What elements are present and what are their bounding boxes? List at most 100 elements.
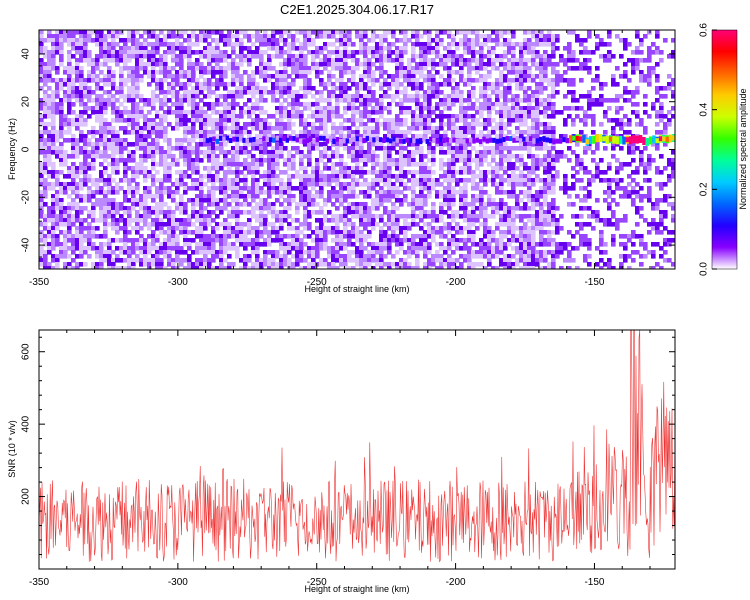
- heatmap-cell: [179, 262, 184, 267]
- heatmap-cell: [447, 74, 452, 79]
- heatmap-cell: [127, 178, 132, 183]
- heatmap-cell: [431, 158, 436, 163]
- heatmap-cell: [359, 170, 364, 175]
- heatmap-cell: [63, 34, 68, 39]
- heatmap-cell: [279, 170, 284, 175]
- heatmap-cell: [83, 54, 88, 59]
- heatmap-cell: [151, 98, 156, 103]
- heatmap-cell: [363, 54, 368, 59]
- heatmap-cell: [391, 222, 396, 227]
- heatmap-cell: [447, 182, 452, 187]
- heatmap-cell: [419, 54, 424, 59]
- heatmap-cell: [295, 74, 300, 79]
- heatmap-cell: [351, 182, 356, 187]
- heatmap-cell: [419, 226, 424, 231]
- heatmap-cell: [263, 158, 268, 163]
- heatmap-cell: [231, 154, 236, 159]
- heatmap-cell: [59, 222, 64, 227]
- heatmap-cell: [363, 190, 368, 195]
- heatmap-cell: [295, 94, 300, 99]
- heatmap-cell: [435, 82, 440, 87]
- heatmap-cell: [435, 134, 440, 139]
- heatmap-cell: [55, 238, 60, 243]
- heatmap-cell: [407, 170, 412, 175]
- heatmap-cell: [503, 42, 508, 47]
- heatmap-cell: [347, 206, 352, 211]
- heatmap-cell: [131, 242, 136, 247]
- heatmap-cell: [223, 126, 228, 131]
- heatmap-cell: [227, 90, 232, 95]
- heatmap-cell: [435, 54, 440, 59]
- heatmap-cell: [223, 238, 228, 243]
- heatmap-cell: [55, 218, 60, 223]
- heatmap-cell: [303, 250, 308, 255]
- heatmap-cell: [475, 66, 480, 71]
- heatmap-cell: [83, 154, 88, 159]
- heatmap-cell: [303, 122, 308, 127]
- heatmap-cell: [235, 102, 240, 107]
- heatmap-cell: [343, 38, 348, 43]
- heatmap-cell: [271, 126, 276, 131]
- heatmap-cell: [231, 194, 236, 199]
- heatmap-cell: [483, 190, 488, 195]
- heatmap-cell: [55, 202, 60, 207]
- heatmap-cell: [231, 50, 236, 55]
- heatmap-cell: [371, 254, 376, 259]
- heatmap-cell: [207, 210, 212, 215]
- heatmap-cell: [63, 162, 68, 167]
- heatmap-cell: [415, 258, 420, 263]
- heatmap-cell: [319, 98, 324, 103]
- heatmap-cell: [403, 70, 408, 75]
- heatmap-cell: [51, 230, 56, 235]
- heatmap-cell: [407, 246, 412, 251]
- heatmap-cell: [399, 110, 404, 115]
- heatmap-cell: [475, 38, 480, 43]
- heatmap-cell: [75, 86, 80, 91]
- heatmap-cell: [399, 154, 404, 159]
- heatmap-cell: [227, 126, 232, 131]
- heatmap-cell: [351, 118, 356, 123]
- heatmap-cell: [279, 110, 284, 115]
- heatmap-cell: [319, 110, 324, 115]
- heatmap-cell: [483, 154, 488, 159]
- heatmap-cell: [191, 74, 196, 79]
- heatmap-cell: [163, 174, 168, 179]
- heatmap-cell: [47, 206, 52, 211]
- heatmap-cell: [123, 230, 128, 235]
- heatmap-cell: [267, 258, 272, 263]
- heatmap-cell: [335, 102, 340, 107]
- heatmap-cell: [99, 130, 104, 135]
- heatmap-cell: [51, 246, 56, 251]
- heatmap-cell: [167, 122, 172, 127]
- heatmap-cell: [259, 70, 264, 75]
- heatmap-cell: [451, 150, 456, 155]
- heatmap-cell: [47, 242, 52, 247]
- heatmap-cell: [351, 82, 356, 87]
- heatmap-cell: [427, 86, 432, 91]
- heatmap-cell: [203, 122, 208, 127]
- heatmap-cell: [399, 74, 404, 79]
- heatmap-cell: [75, 266, 80, 271]
- heatmap-cell: [155, 142, 160, 147]
- heatmap-cell: [391, 202, 396, 207]
- heatmap-cell: [43, 202, 48, 207]
- heatmap-cell: [343, 210, 348, 215]
- heatmap-cell: [271, 98, 276, 103]
- heatmap-cell: [479, 250, 484, 255]
- heatmap-cell: [115, 138, 120, 143]
- heatmap-cell: [455, 98, 460, 103]
- heatmap-cell: [119, 38, 124, 43]
- heatmap-cell: [479, 102, 484, 107]
- heatmap-cell: [331, 254, 336, 259]
- heatmap-cell: [171, 214, 176, 219]
- heatmap-cell: [263, 142, 268, 147]
- heatmap-cell: [399, 58, 404, 63]
- heatmap-cell: [447, 198, 452, 203]
- heatmap-cell: [371, 162, 376, 167]
- heatmap-cell: [71, 150, 76, 155]
- heatmap-cell: [483, 90, 488, 95]
- heatmap-cell: [183, 162, 188, 167]
- heatmap-cell: [303, 186, 308, 191]
- heatmap-cell: [95, 130, 100, 135]
- heatmap-cell: [71, 234, 76, 239]
